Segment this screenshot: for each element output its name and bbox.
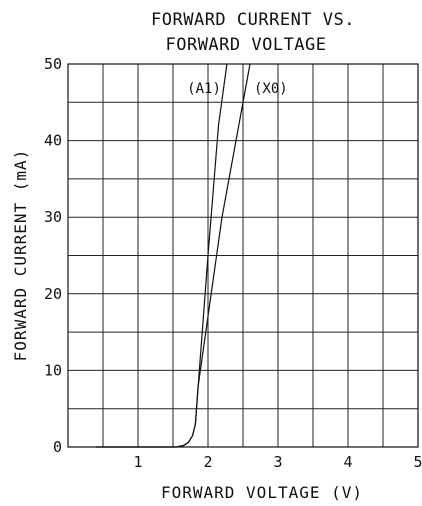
- y-tick-label: 50: [44, 55, 62, 73]
- y-tick-label: 0: [53, 438, 62, 456]
- y-tick-label: 40: [44, 132, 62, 150]
- x-axis-label: FORWARD VOLTAGE (V): [161, 483, 363, 502]
- chart-title-line-1: FORWARD CURRENT VS.: [151, 10, 355, 30]
- chart-title-line-2: FORWARD VOLTAGE: [165, 35, 326, 55]
- x-tick-label: 4: [343, 453, 352, 471]
- series-label-2: (X0): [254, 81, 288, 97]
- x-tick-label: 2: [203, 453, 212, 471]
- x-tick-label: 3: [273, 453, 282, 471]
- series-labels: (A1) (X0): [187, 81, 288, 97]
- x-tick-label: 5: [413, 453, 422, 471]
- y-tick-label: 10: [44, 361, 62, 379]
- x-tick-label: 1: [133, 453, 142, 471]
- series-lines: [96, 63, 251, 448]
- grid: [68, 64, 418, 447]
- y-tick-label: 30: [44, 208, 62, 226]
- plot-frame: [67, 63, 419, 448]
- series-line-2: [96, 63, 251, 448]
- y-tick-label: 20: [44, 285, 62, 303]
- y-axis-label: FORWARD CURRENT (mA): [11, 149, 30, 362]
- series-label-1: (A1): [187, 81, 221, 97]
